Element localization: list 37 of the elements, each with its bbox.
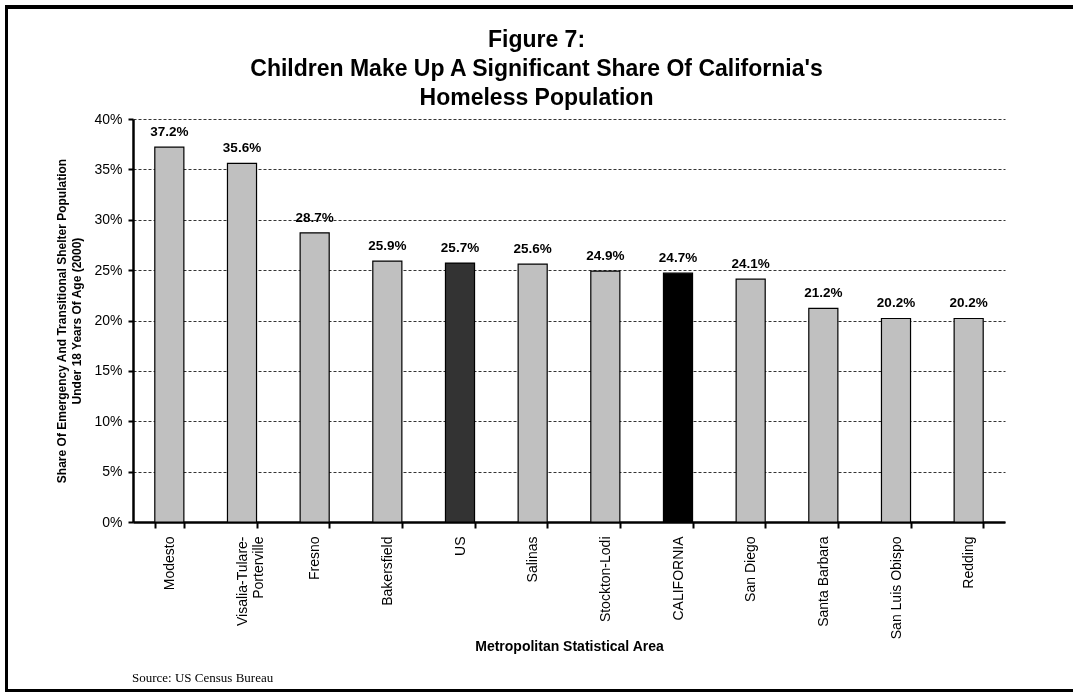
x-tick-label: Redding bbox=[960, 536, 977, 589]
x-tick-label: Visalia-Tulare-Porterville bbox=[233, 536, 266, 626]
x-tick-label: Santa Barbara bbox=[814, 536, 831, 627]
x-tick-label: San Diego bbox=[742, 536, 759, 602]
data-label: 37.2% bbox=[150, 124, 189, 140]
data-label: 24.7% bbox=[658, 250, 698, 266]
y-tick-label: 5% bbox=[102, 463, 123, 480]
data-label: 28.7% bbox=[295, 209, 334, 225]
x-tick-label: Stockton-Lodi bbox=[596, 536, 613, 623]
data-label: 20.2% bbox=[949, 295, 988, 311]
y-tick-label: 10% bbox=[94, 412, 123, 429]
y-axis-title: Share Of Emergency And Transitional Shelter Population Under 18 Years Of Age (2000) bbox=[54, 158, 84, 484]
y-tick-label: 40% bbox=[94, 110, 123, 127]
data-label: 21.2% bbox=[804, 285, 843, 301]
data-label: 35.6% bbox=[222, 140, 262, 156]
x-axis-title: Metropolitan Statistical Area bbox=[475, 637, 664, 654]
data-label: 24.1% bbox=[731, 256, 770, 272]
x-tick-label: Salinas bbox=[524, 536, 541, 583]
data-label: 25.6% bbox=[513, 241, 552, 257]
x-tick-label: CALIFORNIA bbox=[669, 535, 686, 621]
x-tick-label: Fresno bbox=[306, 536, 323, 581]
source-note: Source: US Census Bureau bbox=[132, 670, 274, 685]
y-tick-label: 0% bbox=[102, 513, 123, 530]
data-label: 25.7% bbox=[440, 240, 480, 256]
data-label: 25.9% bbox=[368, 238, 407, 254]
y-tick-label: 15% bbox=[94, 362, 123, 379]
x-tick-label: US bbox=[451, 536, 468, 556]
data-label: 24.9% bbox=[586, 248, 625, 264]
x-tick-label: Bakersfield bbox=[378, 536, 395, 606]
y-tick-label: 30% bbox=[94, 211, 123, 228]
data-label: 20.2% bbox=[876, 295, 916, 311]
x-tick-label: San Luis Obispo bbox=[887, 536, 904, 640]
x-tick-label: Modesto bbox=[160, 536, 177, 591]
y-tick-label: 25% bbox=[94, 261, 123, 278]
y-tick-label: 20% bbox=[94, 312, 123, 328]
chart-title: Figure 7: Children Make Up A Significant Share Of California's Homeless Population bbox=[250, 26, 823, 110]
y-tick-label: 35% bbox=[94, 160, 123, 177]
